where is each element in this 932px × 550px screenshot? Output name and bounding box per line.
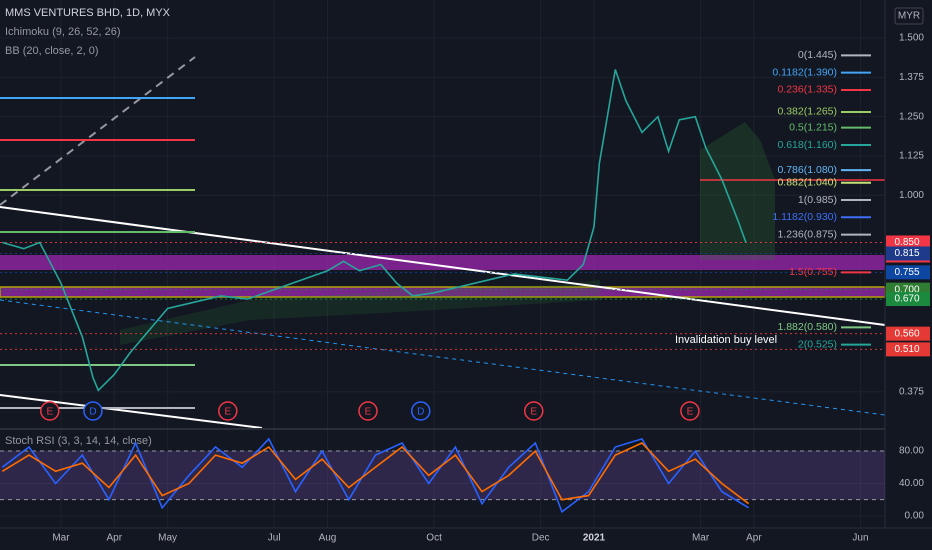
price-label: 0.510 bbox=[894, 344, 919, 355]
price-label-box bbox=[886, 326, 930, 341]
y-tick-label: 0.375 bbox=[899, 386, 924, 397]
fib-label: 0.786(1.080) bbox=[777, 164, 837, 176]
y-tick-label: 1.000 bbox=[899, 190, 924, 201]
y-tick-label: 80.00 bbox=[899, 446, 924, 457]
stoch-band bbox=[0, 451, 885, 500]
price-label-box bbox=[886, 265, 930, 280]
indicator-label: Ichimoku (9, 26, 52, 26) bbox=[5, 26, 121, 38]
x-tick-label: Jul bbox=[268, 533, 281, 544]
x-tick-label: Mar bbox=[52, 533, 70, 544]
x-tick-label: Aug bbox=[319, 533, 337, 544]
fib-label: 0.618(1.160) bbox=[777, 139, 837, 151]
chart-title: MMS VENTURES BHD, 1D, MYX bbox=[5, 7, 171, 19]
event-label: D bbox=[89, 407, 96, 418]
annotation: Invalidation buy level bbox=[675, 334, 777, 346]
series-line bbox=[1, 442, 750, 505]
event-marker bbox=[358, 401, 378, 421]
price-label-box bbox=[886, 246, 930, 261]
currency-box[interactable] bbox=[894, 7, 924, 25]
price-label: 0.815 bbox=[894, 248, 919, 259]
fib-label: 1.1182(0.930) bbox=[772, 211, 837, 223]
indicator-label: Stoch RSI (3, 3, 14, 14, close) bbox=[5, 435, 152, 447]
fib-label: 1.5(0.755) bbox=[789, 266, 837, 278]
x-tick-label: Apr bbox=[746, 533, 762, 544]
x-tick-label: Mar bbox=[692, 533, 710, 544]
currency: MYR bbox=[898, 11, 920, 22]
x-tick-label: Dec bbox=[532, 533, 550, 544]
price-label-box bbox=[886, 235, 930, 250]
event-marker bbox=[83, 401, 103, 421]
indicator-label: BB (20, close, 2, 0) bbox=[5, 45, 99, 57]
fib-label: 1.236(0.875) bbox=[777, 228, 837, 240]
fib-label: 1(0.985) bbox=[798, 194, 837, 206]
fib-label: 0(1.445) bbox=[798, 49, 837, 61]
price-label: 0.700 bbox=[894, 284, 919, 295]
event-marker bbox=[411, 401, 431, 421]
event-label: E bbox=[46, 407, 53, 418]
series-line bbox=[2, 69, 747, 392]
x-tick-label: Oct bbox=[426, 533, 442, 544]
price-label: 0.560 bbox=[894, 328, 919, 339]
price-label: 0.670 bbox=[894, 294, 919, 305]
y-tick-label: 1.500 bbox=[899, 33, 924, 44]
fib-label: 0.236(1.335) bbox=[777, 84, 837, 96]
price-label-box bbox=[886, 292, 930, 307]
trendline bbox=[0, 206, 886, 326]
ichimoku-cloud bbox=[700, 122, 775, 260]
event-marker bbox=[524, 401, 544, 421]
fib-label: 1.882(0.580) bbox=[777, 321, 837, 333]
x-tick-label: 2021 bbox=[583, 533, 606, 544]
event-label: E bbox=[365, 407, 372, 418]
fib-label: 0.5(1.215) bbox=[789, 121, 837, 133]
fib-label: 0.382(1.265) bbox=[777, 106, 837, 118]
ichimoku-cloud bbox=[120, 280, 600, 345]
event-marker bbox=[218, 401, 238, 421]
series-line bbox=[1, 437, 750, 514]
x-tick-label: Jun bbox=[852, 533, 868, 544]
x-tick-label: Apr bbox=[106, 533, 122, 544]
y-tick-label: 0.00 bbox=[905, 510, 925, 521]
event-marker bbox=[40, 401, 60, 421]
event-marker bbox=[680, 401, 700, 421]
fib-label: 0.1182(1.390) bbox=[772, 66, 837, 78]
trendline bbox=[0, 394, 263, 429]
fib-label: 0.882(1.040) bbox=[777, 176, 837, 188]
fib-label: 2(0.525) bbox=[798, 338, 837, 350]
y-tick-label: 40.00 bbox=[899, 478, 924, 489]
event-label: E bbox=[530, 407, 537, 418]
price-label-box bbox=[886, 342, 930, 357]
price-label: 0.755 bbox=[894, 267, 919, 278]
zone bbox=[0, 255, 885, 270]
y-tick-label: 1.375 bbox=[899, 72, 924, 83]
x-tick-label: May bbox=[158, 533, 177, 544]
event-label: D bbox=[417, 407, 424, 418]
price-label: 0.850 bbox=[894, 237, 919, 248]
event-label: E bbox=[687, 407, 694, 418]
drawings bbox=[0, 0, 932, 529]
event-label: E bbox=[224, 407, 231, 418]
y-tick-label: 1.250 bbox=[899, 111, 924, 122]
y-tick-label: 1.125 bbox=[899, 151, 924, 162]
